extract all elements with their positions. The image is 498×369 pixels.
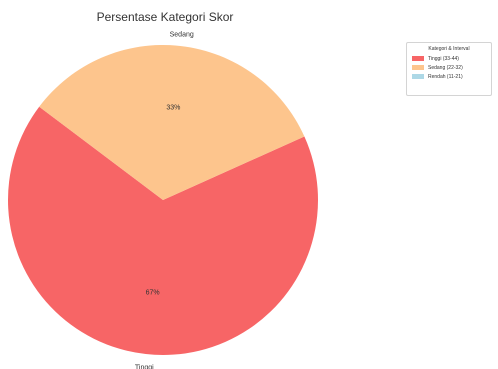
slice-label-sedang: Sedang bbox=[170, 32, 194, 39]
pie-chart: 67% Tinggi 33% Sedang bbox=[8, 32, 319, 369]
pie-slice-sedang bbox=[39, 44, 305, 200]
legend-swatch-sedang bbox=[412, 65, 424, 70]
slice-label-tinggi: Tinggi bbox=[135, 364, 154, 369]
legend-label-tinggi: Tinggi (33-44) bbox=[428, 55, 459, 62]
legend-label-rendah: Rendah (11-21) bbox=[428, 73, 463, 80]
legend-item-tinggi: Tinggi (33-44) bbox=[412, 54, 486, 63]
legend-item-rendah: Rendah (11-21) bbox=[412, 72, 486, 81]
pct-label-sedang: 33% bbox=[166, 105, 180, 112]
legend-swatch-tinggi bbox=[412, 56, 424, 61]
pct-label-tinggi: 67% bbox=[146, 289, 160, 296]
legend-swatch-rendah bbox=[412, 74, 424, 79]
legend-label-sedang: Sedang (22-32) bbox=[428, 64, 463, 71]
legend: Kategori & Interval Tinggi (33-44) Sedan… bbox=[406, 42, 492, 96]
chart-title: Persentase Kategori Skor bbox=[96, 10, 234, 24]
legend-title: Kategori & Interval bbox=[428, 46, 470, 52]
pie-slice-tinggi bbox=[8, 106, 319, 355]
legend-item-sedang: Sedang (22-32) bbox=[412, 63, 486, 72]
